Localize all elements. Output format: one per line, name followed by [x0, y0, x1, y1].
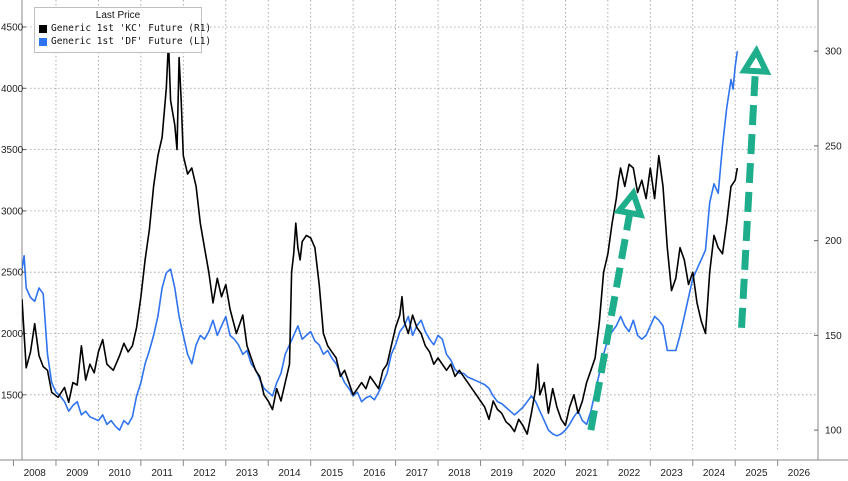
- legend-label-kc: Generic 1st 'KC' Future (R1): [51, 23, 212, 34]
- annotation-arrow-head-1: [739, 45, 772, 75]
- x-tick-label-18: 2026: [788, 468, 811, 479]
- legend-entry-df: Generic 1st 'DF' Future (L1): [35, 35, 211, 48]
- x-tick-label-3: 2011: [151, 468, 173, 479]
- y-right-tick-label-3: 250: [825, 141, 842, 152]
- series-line-kc: [22, 40, 739, 435]
- annotation-arrow-1: [738, 45, 772, 328]
- series-line-df: [22, 51, 739, 437]
- series-group: [22, 40, 739, 437]
- y-left-tick-label-4: 3500: [1, 145, 24, 156]
- annotation-arrow-shaft-0: [587, 212, 634, 431]
- y-right-tick-label-1: 150: [825, 331, 842, 342]
- legend-entry-kc: Generic 1st 'KC' Future (R1): [35, 22, 211, 35]
- x-tick-label-11: 2019: [491, 468, 514, 479]
- y-left-tick-label-0: 1500: [1, 390, 24, 401]
- y-right-tick-label-2: 200: [825, 236, 842, 247]
- x-tick-label-1: 2009: [66, 468, 89, 479]
- annotation-arrow-shaft-1: [738, 70, 759, 328]
- y-left-tick-label-1: 2000: [1, 329, 24, 340]
- x-tick-label-10: 2018: [448, 468, 471, 479]
- annotation-arrow-head-0: [613, 187, 646, 219]
- x-tick-label-13: 2021: [576, 468, 599, 479]
- x-tick-label-12: 2020: [533, 468, 556, 479]
- y-left-tick-label-6: 4500: [1, 22, 24, 33]
- legend-swatch-kc: [39, 24, 47, 33]
- y-left-tick-label-2: 2500: [1, 268, 24, 279]
- x-tick-label-16: 2024: [703, 468, 726, 479]
- x-tick-label-15: 2023: [660, 468, 683, 479]
- legend-title: Last Price: [95, 10, 141, 21]
- y-left-tick-label-5: 4000: [1, 84, 24, 95]
- annotation-arrow-0: [587, 187, 646, 431]
- x-tick-label-5: 2013: [236, 468, 259, 479]
- x-tick-label-4: 2012: [193, 468, 216, 479]
- y-right-tick-label-0: 100: [825, 426, 842, 437]
- annotation-arrows: [587, 45, 772, 431]
- chart-legend: Last Price Generic 1st 'KC' Future (R1) …: [34, 7, 211, 53]
- x-tick-label-6: 2014: [278, 468, 301, 479]
- legend-swatch-df: [39, 37, 47, 46]
- x-tick-label-17: 2025: [745, 468, 768, 479]
- x-tick-label-14: 2022: [618, 468, 641, 479]
- x-tick-label-0: 2008: [24, 468, 47, 479]
- x-tick-label-8: 2016: [363, 468, 386, 479]
- x-tick-label-9: 2017: [406, 468, 429, 479]
- y-right-tick-label-4: 300: [825, 47, 842, 58]
- y-left-tick-label-3: 3000: [1, 206, 24, 217]
- x-tick-label-7: 2015: [321, 468, 344, 479]
- legend-label-df: Generic 1st 'DF' Future (L1): [51, 36, 212, 47]
- x-tick-label-2: 2010: [109, 468, 132, 479]
